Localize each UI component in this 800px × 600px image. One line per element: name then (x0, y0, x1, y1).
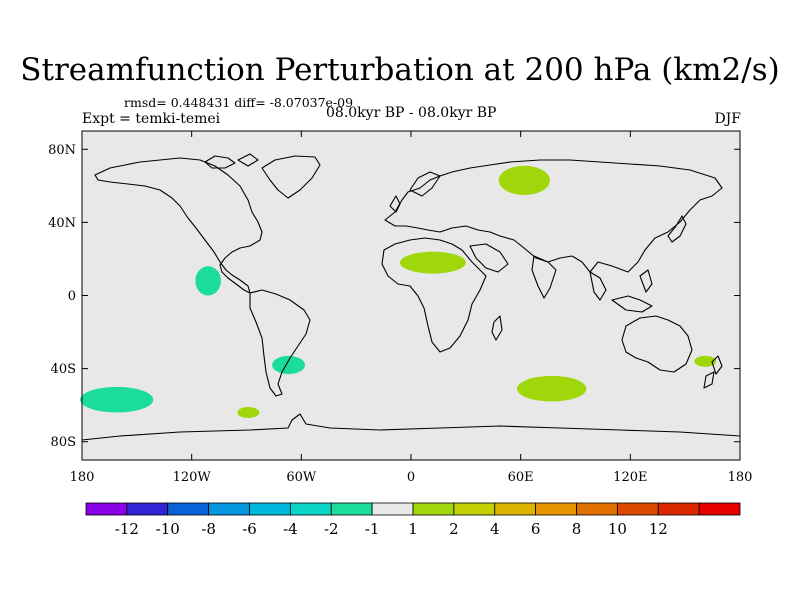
colorbar-swatch (576, 502, 618, 516)
colorbar-label: 8 (572, 520, 582, 538)
colorbar-swatch (494, 502, 537, 516)
anomaly-eastern-pacific-negative (195, 266, 221, 296)
lat-tick-label: 80S (51, 435, 76, 450)
lon-tick-label: 180 (70, 470, 95, 485)
colorbar-swatch (85, 502, 128, 516)
coast-north-america (94, 157, 263, 294)
lon-tick-label: 120E (613, 470, 647, 485)
colorbar-swatch (657, 502, 700, 516)
coast-uk (389, 195, 401, 213)
colorbar-label: 2 (449, 520, 459, 538)
coast-japan (667, 215, 687, 243)
colorbar-swatch (412, 502, 455, 516)
lat-tick-label: 80N (48, 143, 76, 158)
colorbar-swatch (126, 502, 169, 516)
coast-greenland (261, 155, 321, 199)
coast-se-asia (589, 269, 653, 313)
lon-tick-label: 120W (173, 470, 212, 485)
lat-tick-label: 0 (68, 289, 76, 304)
colorbar-label: -6 (242, 520, 257, 538)
colorbar-label: 6 (531, 520, 541, 538)
colorbar-swatch (616, 502, 659, 516)
season-label: DJF (714, 111, 741, 127)
colorbar-label: -8 (201, 520, 216, 538)
lon-tick-label: 60W (286, 470, 317, 485)
lon-tick-label: 180 (728, 470, 753, 485)
coast-arctic-islands (204, 153, 259, 169)
coastlines (81, 153, 741, 441)
map-background (82, 131, 740, 460)
anomaly-siberia-positive (498, 165, 550, 195)
coast-madagascar (491, 315, 503, 341)
coast-india (531, 255, 557, 299)
colorbar-label: -1 (365, 520, 380, 538)
coast-south-america (249, 289, 311, 397)
colorbar-swatch (289, 502, 332, 516)
coast-africa (381, 237, 487, 353)
anomaly-south-pacific-negative (80, 386, 154, 413)
coast-scandinavia (409, 171, 441, 197)
anomaly-tasman-positive (694, 355, 717, 367)
colorbar-label: 12 (649, 520, 668, 538)
colorbar-swatch (330, 502, 373, 516)
anomaly-layer (80, 165, 717, 418)
colorbar-label: -12 (115, 520, 139, 538)
anomaly-south-indian-positive (517, 375, 587, 402)
period-label: 08.0kyr BP - 08.0kyr BP (326, 105, 497, 121)
colorbar-label: 10 (608, 520, 627, 538)
colorbar-swatch (249, 502, 291, 516)
coast-arabia (469, 243, 509, 273)
axis-ticks: 80N 40N 0 40S 80S 180 120W 60W 0 60E 120E 180 (48, 131, 752, 485)
lat-tick-label: 40N (48, 216, 76, 231)
anomaly-sahara-positive (400, 251, 466, 274)
coast-australia (621, 315, 693, 373)
colorbar-swatch (371, 502, 414, 516)
colorbar-label: -10 (156, 520, 180, 538)
coast-new-zealand (703, 355, 723, 389)
chart-title: Streamfunction Perturbation at 200 hPa (… (20, 52, 780, 88)
colorbar-swatch (167, 502, 210, 516)
colorbar-swatch (698, 502, 741, 516)
lon-tick-label: 60E (508, 470, 534, 485)
colorbar-swatch (453, 502, 496, 516)
lat-tick-label: 40S (51, 362, 76, 377)
experiment-label: Expt = temki-temei (82, 111, 221, 127)
colorbar-swatch (535, 502, 577, 516)
coast-eurasia (384, 159, 723, 273)
colorbar-label: 4 (490, 520, 500, 538)
colorbar: -12 -10 -8 -6 -4 -2 -1 1 2 4 6 8 10 12 (85, 502, 741, 538)
coast-antarctica (81, 413, 741, 441)
colorbar-label: -4 (283, 520, 298, 538)
colorbar-label: 1 (408, 520, 418, 538)
lon-tick-label: 0 (407, 470, 415, 485)
stats-text: rmsd= 0.448431 diff= -8.07037e-09 (124, 95, 354, 110)
anomaly-argentina-negative (272, 355, 305, 375)
colorbar-label: -2 (324, 520, 339, 538)
colorbar-swatch (208, 502, 250, 516)
anomaly-southern-ocean-positive (237, 406, 260, 418)
